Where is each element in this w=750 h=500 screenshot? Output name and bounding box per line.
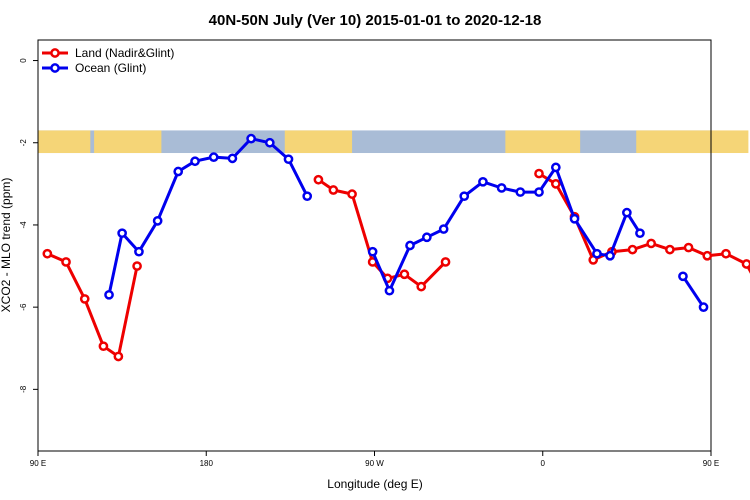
data-point-land-nadir-glint bbox=[646, 238, 657, 249]
series-line-ocean-glint bbox=[371, 165, 642, 293]
data-point-ocean-glint bbox=[421, 232, 432, 243]
data-point-land-nadir-glint bbox=[741, 259, 750, 269]
data-point-ocean-glint bbox=[438, 224, 449, 234]
data-point-ocean-glint bbox=[283, 154, 294, 165]
legend-marker-land-nadir-glint bbox=[50, 48, 60, 58]
data-point-ocean-glint bbox=[622, 207, 632, 218]
y-axis: 0 -2 -4 -6 -8 bbox=[19, 58, 38, 393]
data-point-ocean-glint bbox=[152, 215, 163, 226]
data-point-land-nadir-glint bbox=[721, 248, 731, 259]
data-point-land-nadir-glint bbox=[79, 294, 90, 304]
data-point-land-nadir-glint bbox=[399, 269, 410, 280]
map-strip-land bbox=[636, 130, 749, 154]
data-point-ocean-glint bbox=[264, 137, 275, 148]
x-tick-label: 0 bbox=[541, 459, 546, 468]
data-point-ocean-glint bbox=[405, 240, 415, 251]
data-point-ocean-glint bbox=[459, 191, 470, 202]
data-point-ocean-glint bbox=[534, 187, 544, 197]
series-line-ocean-glint bbox=[107, 137, 309, 296]
y-tick-label: -8 bbox=[19, 385, 28, 393]
x-tick-label: 90 W bbox=[365, 459, 384, 468]
data-point-land-nadir-glint bbox=[347, 189, 357, 199]
plot-frame bbox=[37, 39, 712, 452]
world-map-strip bbox=[38, 130, 749, 154]
data-point-ocean-glint bbox=[227, 153, 238, 164]
x-tick-label: 180 bbox=[200, 459, 214, 468]
series-line-land-nadir-glint bbox=[538, 172, 750, 274]
x-tick-label: 90 E bbox=[30, 459, 46, 468]
data-point-land-nadir-glint bbox=[328, 185, 339, 195]
data-point-ocean-glint bbox=[384, 285, 395, 296]
chart-title: 40N-50N July (Ver 10) 2015-01-01 to 2020… bbox=[209, 12, 542, 29]
data-point-ocean-glint bbox=[246, 133, 256, 144]
map-strip-land bbox=[94, 130, 162, 154]
series-layer bbox=[42, 133, 750, 362]
data-point-ocean-glint bbox=[173, 166, 184, 177]
data-point-land-nadir-glint bbox=[440, 257, 451, 267]
data-point-land-nadir-glint bbox=[627, 244, 638, 255]
data-point-ocean-glint bbox=[592, 248, 602, 259]
data-point-ocean-glint bbox=[496, 183, 507, 193]
data-point-ocean-glint bbox=[134, 246, 144, 257]
y-tick-label: -6 bbox=[19, 303, 28, 311]
y-tick-label: -2 bbox=[19, 139, 28, 147]
data-point-ocean-glint bbox=[515, 187, 526, 197]
data-point-land-nadir-glint bbox=[42, 248, 53, 259]
data-point-land-nadir-glint bbox=[61, 257, 71, 267]
data-point-land-nadir-glint bbox=[550, 179, 561, 189]
legend-label-land-nadir-glint: Land (Nadir&Glint) bbox=[75, 46, 174, 60]
x-axis: 90 E 180 90 W 0 90 E bbox=[30, 451, 719, 468]
data-point-ocean-glint bbox=[104, 289, 114, 300]
data-point-ocean-glint bbox=[635, 228, 645, 239]
legend: Land (Nadir&Glint)Ocean (Glint) bbox=[42, 46, 174, 75]
data-point-ocean-glint bbox=[569, 213, 580, 224]
data-point-ocean-glint bbox=[550, 162, 561, 173]
data-point-ocean-glint bbox=[605, 250, 615, 261]
legend-label-ocean-glint: Ocean (Glint) bbox=[75, 61, 146, 75]
y-tick-label: 0 bbox=[19, 58, 28, 63]
data-point-land-nadir-glint bbox=[416, 281, 427, 292]
y-tick-label: -4 bbox=[19, 221, 28, 229]
data-point-ocean-glint bbox=[678, 271, 688, 282]
series-line-land-nadir-glint bbox=[46, 252, 139, 358]
data-point-land-nadir-glint bbox=[98, 341, 109, 352]
data-point-ocean-glint bbox=[190, 156, 200, 167]
map-strip-land bbox=[505, 130, 581, 154]
map-strip-land bbox=[284, 130, 353, 154]
x-tick-label: 90 E bbox=[703, 459, 719, 468]
data-point-ocean-glint bbox=[117, 228, 127, 239]
x-axis-label: Longitude (deg E) bbox=[327, 477, 422, 491]
data-point-land-nadir-glint bbox=[665, 244, 675, 255]
y-axis-label: XCO2 - MLO trend (ppm) bbox=[0, 178, 13, 313]
series-line-ocean-glint bbox=[681, 275, 705, 308]
data-point-land-nadir-glint bbox=[132, 261, 142, 271]
legend-marker-ocean-glint bbox=[50, 63, 60, 73]
data-point-land-nadir-glint bbox=[113, 351, 124, 362]
data-point-land-nadir-glint bbox=[313, 174, 324, 185]
data-point-ocean-glint bbox=[302, 191, 313, 202]
data-point-ocean-glint bbox=[478, 176, 488, 187]
data-point-land-nadir-glint bbox=[702, 250, 713, 261]
data-point-land-nadir-glint bbox=[534, 168, 544, 179]
data-point-ocean-glint bbox=[208, 152, 219, 162]
data-point-ocean-glint bbox=[698, 302, 709, 312]
data-point-land-nadir-glint bbox=[683, 242, 694, 253]
map-strip-land bbox=[38, 130, 91, 154]
data-point-ocean-glint bbox=[367, 246, 378, 257]
